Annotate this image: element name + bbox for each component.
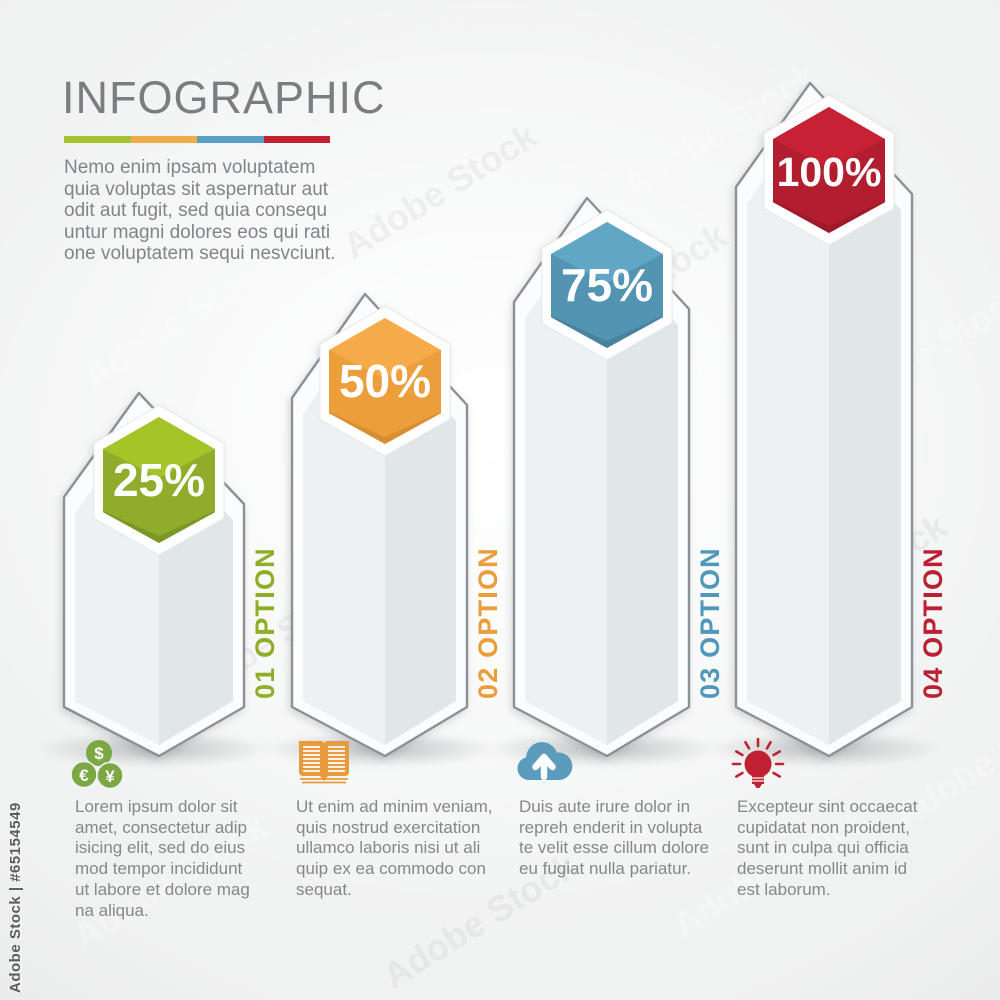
underline-segment-4 (263, 136, 330, 143)
svg-text:$: $ (94, 744, 104, 763)
svg-text:€: € (79, 766, 89, 785)
intro-paragraph: Nemo enim ipsam voluptatem quia voluptas … (64, 157, 336, 265)
option-label-1: 01 OPTION (250, 547, 280, 699)
feature-text-3: Duis aute irure dolor in repreh enderit i… (519, 797, 709, 879)
underline-segment-2 (130, 136, 197, 143)
percent-label: 100% (777, 149, 882, 195)
feature-text-4: Excepteur sint occaecat cupidatat non pro… (737, 797, 918, 899)
column-4: 100% (734, 81, 914, 758)
option-label-4: 04 OPTION (918, 547, 948, 699)
option-label-2: 02 OPTION (473, 547, 503, 699)
column-2: 50% (290, 292, 469, 758)
percent-label: 75% (561, 259, 653, 311)
feature-text-1: Lorem ipsum dolor sit amet, consectetur a… (75, 797, 250, 920)
title-underline (64, 136, 330, 143)
underline-segment-3 (197, 136, 264, 143)
underline-segment-1 (64, 136, 131, 143)
adobe-stock-watermark-text: Adobe Stock (75, 244, 284, 397)
coins-icon: $ € ¥ (70, 738, 127, 801)
percent-label: 50% (339, 355, 431, 407)
option-label-3: 03 OPTION (695, 547, 725, 699)
cloud-upload-icon (515, 738, 573, 789)
column-3: 75% (512, 196, 691, 758)
page-title: INFOGRAPHIC (62, 72, 386, 123)
column-1: 25% (62, 391, 246, 758)
open-book-icon (296, 738, 352, 791)
svg-text:¥: ¥ (105, 767, 115, 786)
lightbulb-icon (730, 737, 788, 807)
percent-label: 25% (113, 454, 205, 506)
feature-text-2: Ut enim ad minim veniam, quis nostrud exe… (296, 797, 493, 899)
stock-id-watermark: Adobe Stock | #65154549 (7, 802, 24, 993)
